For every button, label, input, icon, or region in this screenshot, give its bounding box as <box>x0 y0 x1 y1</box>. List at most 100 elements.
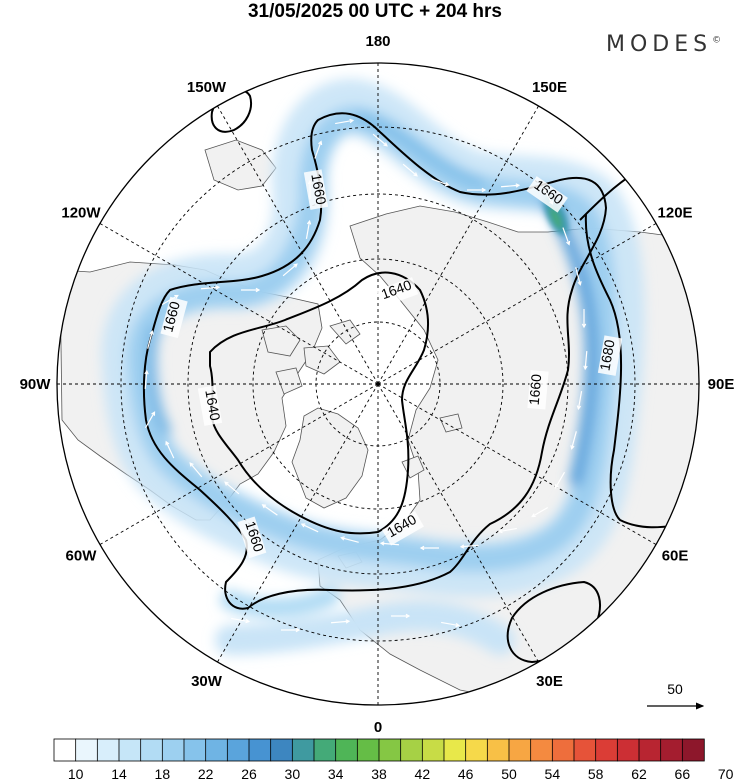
colorbar-swatch <box>140 738 164 762</box>
colorbar-swatch <box>75 738 99 762</box>
longitude-label: 180 <box>365 33 390 50</box>
wind-arrow-shaft <box>554 471 566 489</box>
wind-arrow-head <box>151 411 156 416</box>
wind-arrow-shaft <box>562 227 570 245</box>
wind-arrow-head <box>165 440 170 446</box>
colorbar-swatch <box>205 738 229 762</box>
colorbar-swatch <box>508 738 532 762</box>
colorbar-swatch <box>226 738 250 762</box>
longitude-label: 30E <box>536 673 563 690</box>
colorbar-swatch <box>53 738 77 762</box>
wind-arrow-head <box>383 142 388 147</box>
wind-arrow-head <box>307 179 313 185</box>
wind-arrow-head <box>224 481 229 486</box>
longitude-label: 90E <box>708 376 735 393</box>
colorbar-swatch <box>313 738 337 762</box>
wind-arrow-head <box>300 523 306 528</box>
longitude-label: 150E <box>532 79 567 96</box>
colorbar-swatch <box>573 738 597 762</box>
contour-label-1660-west: 1660 <box>159 299 183 333</box>
wind-arrow-shaft <box>341 537 359 543</box>
longitude-label: 90W <box>20 376 52 393</box>
colorbar-tick-label: 30 <box>285 766 301 782</box>
wind-reference-vector: 50 <box>647 681 705 710</box>
colorbar-swatch <box>378 738 402 762</box>
longitude-label: 30W <box>191 673 223 690</box>
colorbar-tick-label: 58 <box>588 766 604 782</box>
longitude-label: 120E <box>658 205 693 222</box>
jet-band-middle <box>127 106 617 572</box>
wind-arrow-shaft <box>144 370 148 390</box>
wind-arrow-shaft <box>531 506 549 518</box>
latitude-circle-60 <box>187 193 569 575</box>
contour-label-1660-north: 1660 <box>308 172 329 206</box>
latitude-circle-70 <box>252 258 504 510</box>
contour-1660 <box>142 112 608 610</box>
land-alaska <box>204 139 277 191</box>
longitude-label: 0 <box>374 719 382 736</box>
colorbar-swatch <box>356 738 380 762</box>
wind-arrow-shaft <box>584 350 588 370</box>
colorbar-tick-label: 54 <box>545 766 561 782</box>
wind-arrow-head <box>554 484 559 489</box>
wind-arrow-shaft <box>499 527 517 533</box>
wind-arrow-head <box>531 513 536 518</box>
wind-arrow-head <box>345 619 351 624</box>
map-disk: 1640 1640 1640 1660 1660 1660 1660 1660 … <box>57 63 699 705</box>
wind-arrow-shaft <box>200 286 220 290</box>
colorbar-swatch <box>248 738 272 762</box>
wind-arrow-head <box>174 294 179 299</box>
colorbar-swatch <box>421 738 445 762</box>
wind-arrow-head <box>149 330 154 335</box>
wind-arrow-shaft <box>335 119 353 125</box>
wind-reference-label: 50 <box>667 681 683 697</box>
wind-arrow-head <box>261 504 267 509</box>
wind-arrow-head <box>570 445 575 450</box>
wind-arrows <box>144 118 588 633</box>
colorbar-swatch <box>96 738 120 762</box>
wind-arrow-head <box>255 287 261 293</box>
colorbar-swatch <box>551 738 575 762</box>
longitude-label: 120W <box>61 205 101 222</box>
colorbar-swatch <box>616 738 640 762</box>
wind-arrow-shaft <box>577 391 583 409</box>
wind-arrow-shaft <box>262 504 278 516</box>
map-title: 31/05/2025 00 UTC + 204 hrs <box>247 1 503 22</box>
colorbar-tick-label: 70 <box>718 766 734 782</box>
wind-arrow-shaft <box>542 187 554 205</box>
colorbar-swatch <box>681 738 705 762</box>
copyright-mark: © <box>712 35 722 46</box>
wind-arrow-head <box>419 545 425 551</box>
colorbar-swatch <box>118 738 142 762</box>
wind-arrow-head <box>379 541 385 546</box>
wind-arrow-shaft <box>231 617 249 623</box>
wind-arrow-head <box>515 183 521 188</box>
wind-arrow-shaft <box>460 544 480 548</box>
contour-1640 <box>209 271 430 535</box>
colorbar-tick-label: 10 <box>68 766 84 782</box>
wind-arrow-head <box>481 187 487 193</box>
wind-arrow-shaft <box>314 141 322 159</box>
colorbar-tick-label: 46 <box>458 766 474 782</box>
wind-arrow-head <box>340 536 345 541</box>
longitude-label: 150W <box>187 79 227 96</box>
colorbar-swatch <box>530 738 554 762</box>
colorbar-swatch <box>270 738 294 762</box>
colorbar-tick-label: 18 <box>155 766 171 782</box>
wind-arrow-head <box>549 200 554 205</box>
colorbar-swatch <box>660 738 684 762</box>
brand-name: MODES <box>606 32 713 57</box>
colorbar-swatch <box>638 738 662 762</box>
wind-arrow-shaft <box>224 481 240 495</box>
wind-arrow-shaft <box>144 411 156 429</box>
wind-arrow-head <box>444 182 450 187</box>
colorbar-tick-label: 50 <box>501 766 517 782</box>
colorbar-tick-label: 66 <box>675 766 691 782</box>
wind-arrow-shaft <box>402 163 418 177</box>
wind-arrow-head <box>293 263 298 268</box>
colorbar-swatch <box>465 738 489 762</box>
wind-arrow-head <box>577 281 582 286</box>
longitude-label: 60W <box>66 548 98 565</box>
wind-arrow-shaft <box>305 221 311 239</box>
